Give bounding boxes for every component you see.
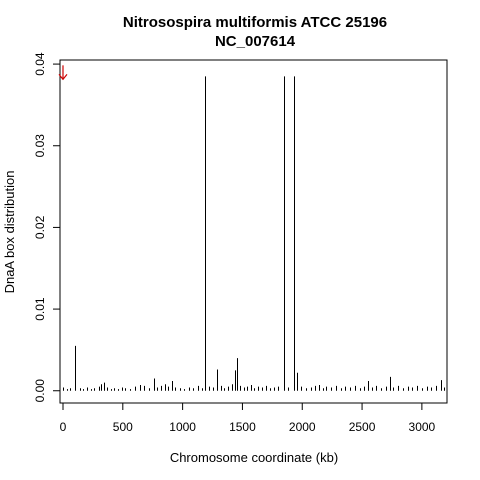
x-axis: 0 500 1000 1500 2000 2500 3000 [60, 403, 436, 434]
x-tick-label: 2500 [349, 420, 376, 434]
x-tick-label: 0 [60, 420, 67, 434]
x-tick-label: 500 [113, 420, 133, 434]
y-tick-label: 0.00 [33, 379, 47, 403]
bar-series [63, 76, 445, 391]
origin-marker [58, 65, 68, 81]
y-tick-label: 0.01 [33, 297, 47, 321]
y-tick-label: 0.02 [33, 215, 47, 239]
x-axis-label: Chromosome coordinate (kb) [170, 450, 338, 465]
plot-frame [59, 59, 448, 404]
down-arrow-head [58, 73, 68, 81]
y-tick-label: 0.04 [33, 52, 47, 76]
chart-subtitle: NC_007614 [215, 33, 296, 50]
x-tick-label: 3000 [409, 420, 436, 434]
y-axis-label: DnaA box distribution [2, 171, 17, 294]
x-tick-label: 1500 [229, 420, 256, 434]
x-tick-label: 1000 [169, 420, 196, 434]
y-axis: 0.00 0.01 0.02 0.03 0.04 [33, 52, 60, 402]
x-tick-label: 2000 [289, 420, 316, 434]
chart-title: Nitrosospira multiformis ATCC 25196 [123, 14, 387, 31]
y-tick-label: 0.03 [33, 134, 47, 158]
